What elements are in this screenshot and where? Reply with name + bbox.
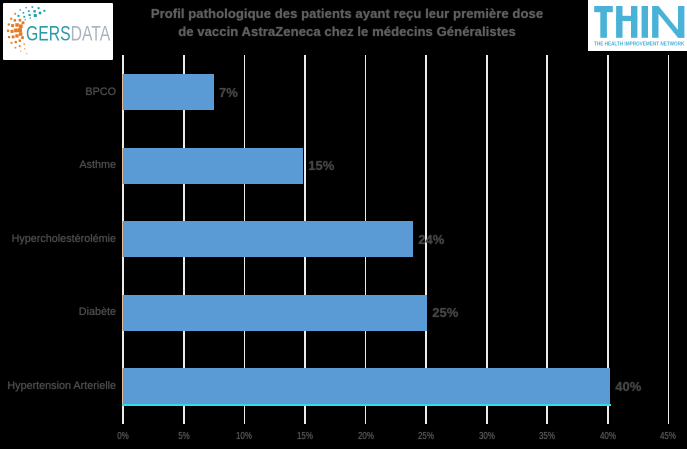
svg-text:THE HEALTH IMPROVEMENT NETWORK: THE HEALTH IMPROVEMENT NETWORK	[594, 41, 684, 47]
svg-text:GERSDATA: GERSDATA	[26, 21, 111, 45]
